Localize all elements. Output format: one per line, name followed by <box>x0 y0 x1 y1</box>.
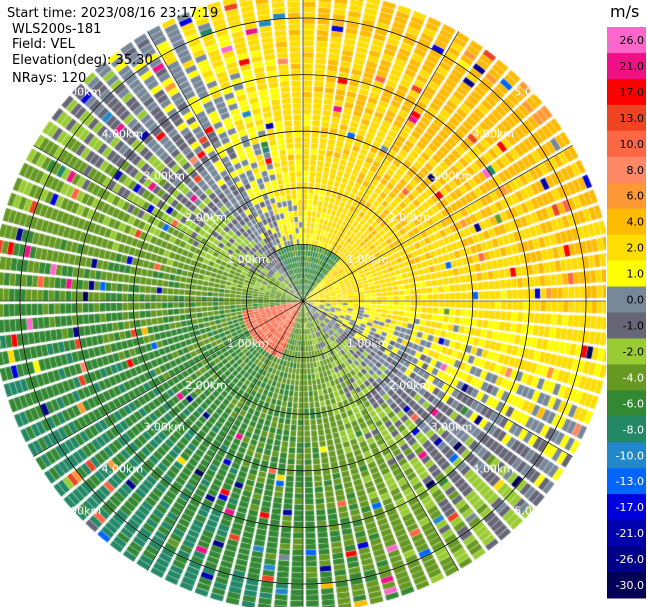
colorbar-swatch <box>607 442 646 469</box>
range-label: 4.00km <box>473 463 515 476</box>
nrays-label: NRays: 120 <box>12 71 87 86</box>
colorbar-tick: -2.0 <box>623 345 644 358</box>
colorbar-unit: m/s <box>610 2 639 21</box>
range-label: 4.00km <box>101 127 143 140</box>
colorbar-tick: 2.0 <box>627 242 645 255</box>
colorbar-tick: 21.0 <box>620 60 645 73</box>
colorbar-swatch <box>607 468 646 495</box>
elevation-label: Elevation(deg): 35.30 <box>12 53 153 68</box>
colorbar-tick: 17.0 <box>620 86 645 99</box>
colorbar-swatch <box>607 52 646 80</box>
azimuth-spoke <box>302 31 459 302</box>
colorbar-swatch <box>607 546 646 573</box>
colorbar-tick: 8.0 <box>627 164 645 177</box>
colorbar-swatch <box>607 494 646 521</box>
colorbar-swatch <box>607 416 646 443</box>
range-label: 2.00km <box>389 211 431 224</box>
range-label: 5.00km <box>60 86 102 99</box>
start-time-label: Start time: 2023/08/16 23:17:19 <box>7 6 219 21</box>
range-rings: 1.00km 1.00km 1.00km 1.00km 2.00km 2.00km 2.00… <box>0 0 606 607</box>
colorbar-tick: 26.0 <box>620 34 645 47</box>
range-label: 2.00km <box>185 211 227 224</box>
colorbar-tick: 1.0 <box>627 268 645 281</box>
colorbar-tick: 4.0 <box>627 216 645 229</box>
range-label: 3.00km <box>431 169 473 182</box>
azimuth-spoke <box>33 300 304 457</box>
colorbar-tick: -26.0 <box>616 553 644 566</box>
azimuth-spoke <box>147 300 304 571</box>
instrument-label: WLS200s-181 <box>12 22 102 37</box>
field-label: Field: VEL <box>12 37 75 52</box>
azimuth-spoke <box>302 300 459 571</box>
range-label: 3.00km <box>431 421 473 434</box>
range-label: 3.00km <box>143 169 185 182</box>
colorbar-tick: -13.0 <box>616 475 644 488</box>
colorbar-tick: -1.0 <box>623 319 644 332</box>
colorbar-swatch <box>607 286 646 313</box>
colorbar-swatch <box>607 260 646 288</box>
range-label: 2.00km <box>185 379 227 392</box>
colorbar-tick: -6.0 <box>623 397 644 410</box>
colorbar-swatch <box>607 390 646 417</box>
colorbar-tick: -17.0 <box>616 501 644 514</box>
range-label: 1.00km <box>347 253 389 266</box>
azimuth-spoke <box>302 145 573 302</box>
colorbar: m/s 26.0 21.0 17.0 13.0 10.0 8.0 6.0 4.0 2.0 1.0 0.… <box>607 2 646 599</box>
range-label: 4.00km <box>473 127 515 140</box>
colorbar-swatch <box>607 104 646 132</box>
range-label: 1.00km <box>227 253 269 266</box>
colorbar-tick: -4.0 <box>623 371 644 384</box>
colorbar-swatch <box>607 234 646 262</box>
colorbar-swatch <box>607 156 646 184</box>
range-label: 2.00km <box>389 379 431 392</box>
range-label: 3.00km <box>143 421 185 434</box>
colorbar-tick: -10.0 <box>616 449 644 462</box>
colorbar-tick: 0.0 <box>627 294 645 307</box>
colorbar-swatch <box>607 338 646 365</box>
colorbar-tick: -8.0 <box>623 423 644 436</box>
colorbar-swatch <box>607 520 646 547</box>
colorbar-tick: 10.0 <box>620 138 645 151</box>
colorbar-swatch <box>607 364 646 391</box>
range-label: 1.00km <box>227 337 269 350</box>
colorbar-tick: 13.0 <box>620 112 645 125</box>
colorbar-swatch <box>607 312 646 339</box>
colorbar-tick: -21.0 <box>616 527 644 540</box>
colorbar-tick: -30.0 <box>616 579 644 592</box>
colorbar-tick: 6.0 <box>627 190 645 203</box>
range-label: 1.00km <box>347 337 389 350</box>
colorbar-swatch <box>607 208 646 236</box>
colorbar-swatch <box>607 130 646 158</box>
range-label: 4.00km <box>101 463 143 476</box>
colorbar-swatch <box>607 27 646 54</box>
azimuth-spoke <box>302 300 573 457</box>
colorbar-swatch <box>607 78 646 106</box>
azimuth-spoke <box>147 31 304 302</box>
colorbar-swatch <box>607 572 646 599</box>
range-label: 5.00km <box>60 504 102 517</box>
azimuth-spoke <box>33 145 304 302</box>
range-label: 5.00km <box>514 86 556 99</box>
colorbar-swatch <box>607 182 646 210</box>
range-label: 5.00km <box>514 504 556 517</box>
